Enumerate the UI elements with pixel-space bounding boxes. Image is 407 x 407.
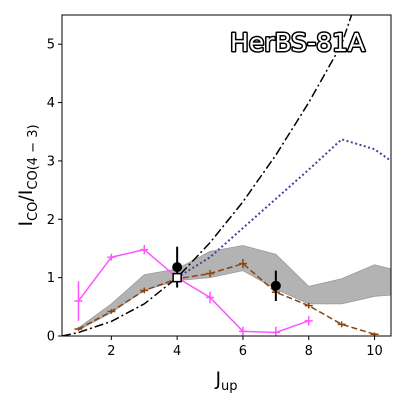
y-axis-title-num-base: I <box>15 221 37 227</box>
reference-point <box>172 272 182 283</box>
series-line-4 <box>77 248 310 334</box>
shaded-band <box>78 245 391 331</box>
y-axis-title-den-base: I <box>15 190 37 196</box>
y-tick-label-5: 5 <box>47 38 55 53</box>
observed-point-2 <box>270 280 281 291</box>
axis-ticks: 2 4 6 8 10 0 1 2 3 4 5 <box>47 38 383 359</box>
y-tick-label-1: 1 <box>47 271 55 286</box>
x-tick-label-2: 2 <box>107 344 115 359</box>
x-axis-title: Jup <box>214 368 237 394</box>
y-tick-label-0: 0 <box>47 330 55 345</box>
series-line-3 <box>78 262 375 335</box>
plot-area <box>62 15 391 336</box>
x-axis-title-sub: up <box>221 379 238 394</box>
plot-frame <box>61 14 392 337</box>
x-tick-label-6: 6 <box>239 344 247 359</box>
x-axis-title-base: J <box>214 368 221 390</box>
x-tick-label-4: 4 <box>173 344 181 359</box>
y-axis-title-num-sub: CO <box>26 202 41 221</box>
y-axis-title: ICO/ICO(4 − 3) <box>15 124 41 226</box>
chart-title: HerBS-81A <box>230 28 365 57</box>
x-tick-label-8: 8 <box>305 344 313 359</box>
series-line-1 <box>62 15 353 336</box>
x-tick-label-10: 10 <box>366 344 383 359</box>
y-axis-title-den-sub: CO(4 − 3) <box>26 124 41 189</box>
observed-point-1 <box>172 262 183 273</box>
y-tick-label-2: 2 <box>47 213 55 228</box>
y-axis-title-slash: / <box>15 195 37 202</box>
series-line-2 <box>176 138 391 279</box>
y-tick-label-4: 4 <box>47 96 55 111</box>
y-tick-label-3: 3 <box>47 154 55 169</box>
